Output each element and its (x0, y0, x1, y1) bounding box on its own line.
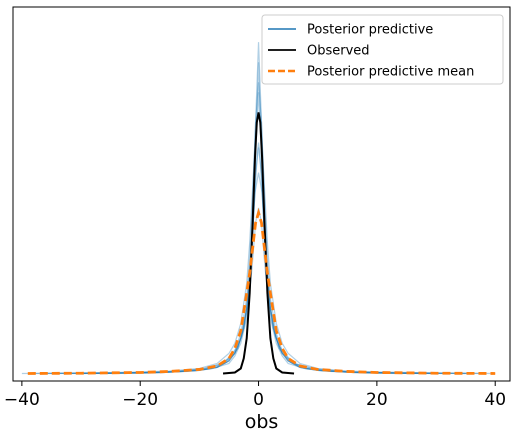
x-tick-label: 0 (253, 390, 264, 410)
legend-label-observed: Observed (307, 44, 370, 59)
x-axis-title: obs (245, 411, 279, 433)
posterior-predictive-curve-2 (81, 147, 437, 375)
observed-curve-group (222, 112, 295, 375)
observed-curve (222, 112, 295, 375)
legend-label-posterior-predictive: Posterior predictive (307, 23, 433, 38)
plot-area (21, 42, 496, 375)
x-tick-label: −20 (122, 390, 158, 410)
x-tick-label: −40 (4, 390, 40, 410)
legend-label-posterior-predictive-mean: Posterior predictive mean (307, 65, 474, 80)
plot-frame (12, 6, 511, 382)
posterior-predictive-curve-4 (92, 172, 425, 375)
legend: Posterior predictive Observed Posterior … (261, 14, 504, 85)
posterior-predictive-curve-1 (51, 42, 466, 375)
x-axis-ticks: −40 −20 0 20 40 (4, 381, 506, 410)
x-tick-label: 20 (366, 390, 388, 410)
x-tick-label: 40 (484, 390, 506, 410)
legend-box (261, 14, 504, 85)
posterior-predictive-mean-curve (27, 207, 496, 375)
posterior-predictive-mean-curve-group (27, 207, 496, 375)
